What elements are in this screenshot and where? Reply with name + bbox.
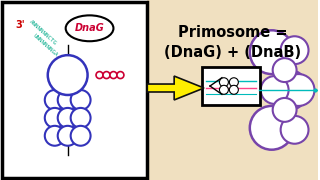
Circle shape <box>273 58 297 82</box>
Bar <box>147 0 318 180</box>
Circle shape <box>229 85 238 94</box>
Bar <box>2 2 147 178</box>
Text: Primosome =: Primosome = <box>178 25 288 40</box>
Circle shape <box>45 90 65 110</box>
Circle shape <box>58 90 78 110</box>
Circle shape <box>103 72 110 78</box>
Circle shape <box>58 126 78 146</box>
Bar <box>202 67 260 105</box>
Circle shape <box>283 74 315 106</box>
Text: 3': 3' <box>15 20 25 30</box>
Polygon shape <box>147 76 204 100</box>
Circle shape <box>269 70 308 110</box>
Ellipse shape <box>66 15 114 41</box>
Circle shape <box>71 90 91 110</box>
Circle shape <box>48 55 88 95</box>
Text: DnaG: DnaG <box>75 23 104 33</box>
Circle shape <box>250 30 293 74</box>
Circle shape <box>110 72 117 78</box>
Circle shape <box>229 78 238 87</box>
Circle shape <box>261 76 289 104</box>
Circle shape <box>281 116 308 144</box>
Circle shape <box>71 108 91 128</box>
Circle shape <box>45 108 65 128</box>
Circle shape <box>71 126 91 146</box>
Text: UNNNNNNGA: UNNNNNNGA <box>32 33 59 58</box>
Circle shape <box>273 98 297 122</box>
Circle shape <box>96 72 103 78</box>
Text: (DnaG) + (DnaB): (DnaG) + (DnaB) <box>164 45 301 60</box>
Circle shape <box>220 78 228 87</box>
Text: ANNNNNNCTG: ANNNNNNCTG <box>28 19 57 46</box>
Circle shape <box>117 72 124 78</box>
Circle shape <box>220 85 228 94</box>
Circle shape <box>58 108 78 128</box>
Circle shape <box>281 36 308 64</box>
Circle shape <box>45 126 65 146</box>
Circle shape <box>250 106 293 150</box>
